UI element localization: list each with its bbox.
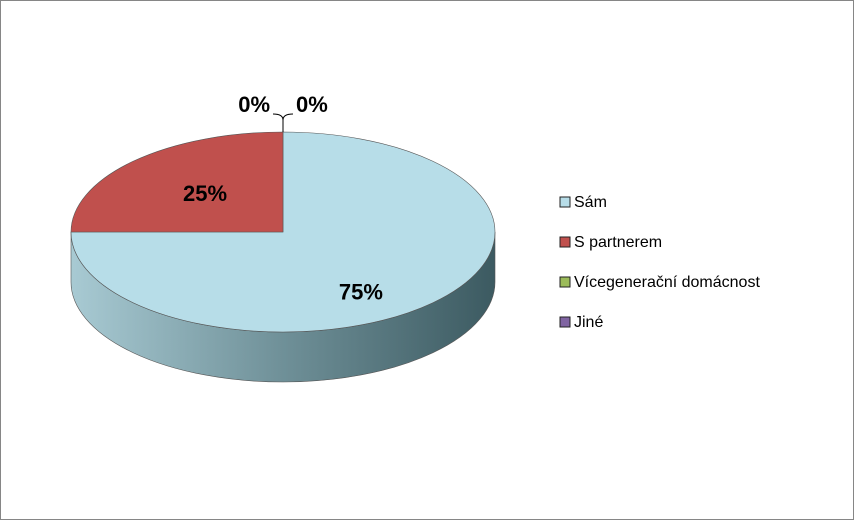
legend-label: Vícegenerační domácnost bbox=[574, 274, 760, 291]
data-label: 0% bbox=[296, 92, 328, 117]
leader-line bbox=[282, 113, 294, 132]
data-label: 75% bbox=[339, 280, 383, 305]
data-label: 0% bbox=[238, 92, 270, 117]
legend-swatch bbox=[559, 236, 571, 248]
legend-label: S partnerem bbox=[574, 234, 662, 251]
legend-label: Sám bbox=[574, 194, 607, 211]
pie-slice bbox=[70, 131, 496, 333]
legend-label: Jiné bbox=[574, 314, 603, 331]
legend-swatch bbox=[559, 276, 571, 288]
data-label: 25% bbox=[183, 181, 227, 206]
legend-swatch bbox=[559, 196, 571, 208]
legend-swatch bbox=[559, 316, 571, 328]
pie-slice bbox=[70, 131, 284, 233]
